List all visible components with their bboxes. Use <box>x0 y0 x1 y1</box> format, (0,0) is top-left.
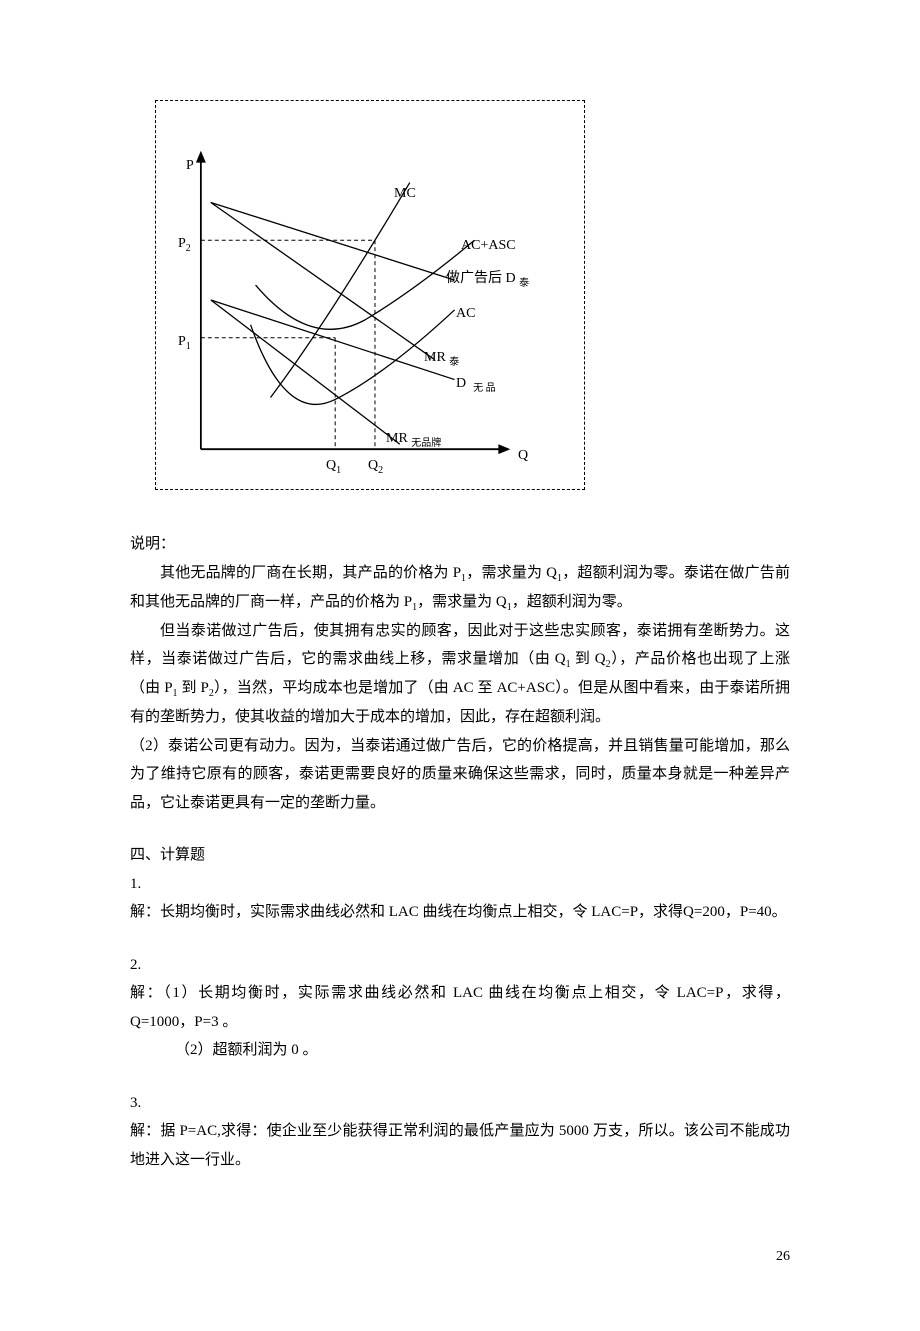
paragraph-3: （2）泰诺公司更有动力。因为，当泰诺通过做广告后，它的价格提高，并且销售量可能增… <box>130 732 790 818</box>
d-tai-label: 做广告后 D 泰 <box>446 266 529 293</box>
intro-label: 说明： <box>130 530 790 559</box>
p2-tick: P2 <box>178 231 191 258</box>
q1-tick: Q1 <box>326 453 341 480</box>
p1-tick: P1 <box>178 329 191 356</box>
axis-label-q: Q <box>518 443 528 470</box>
ac-asc-label: AC+ASC <box>461 233 516 260</box>
mr-wu-label: MR 无品牌 <box>386 426 441 453</box>
q3-number: 3. <box>130 1089 790 1118</box>
q2-tick: Q2 <box>368 453 383 480</box>
mr-tai-label: MR 泰 <box>424 345 459 372</box>
q2-answer-2: （2）超额利润为 0 。 <box>130 1036 790 1065</box>
section-4-heading: 四、计算题 <box>130 841 790 870</box>
q1-answer: 解：长期均衡时，实际需求曲线必然和 LAC 曲线在均衡点上相交，令 LAC=P，… <box>130 898 790 927</box>
page-number: 26 <box>130 1244 790 1271</box>
q1-number: 1. <box>130 870 790 899</box>
document-page: P Q P2 P1 Q1 Q2 MC AC+ASC 做广告后 D 泰 AC MR… <box>0 0 920 1331</box>
q2-answer-1: 解：（1）长期均衡时，实际需求曲线必然和 LAC 曲线在均衡点上相交，令 LAC… <box>130 979 790 1036</box>
economics-chart: P Q P2 P1 Q1 Q2 MC AC+ASC 做广告后 D 泰 AC MR… <box>155 100 585 490</box>
chart-svg <box>156 101 584 489</box>
d-wu-label: D 无 品 <box>456 371 496 398</box>
q2-number: 2. <box>130 951 790 980</box>
paragraph-2: 但当泰诺做过广告后，使其拥有忠实的顾客，因此对于这些忠实顾客，泰诺拥有垄断势力。… <box>130 617 790 732</box>
paragraph-1: 其他无品牌的厂商在长期，其产品的价格为 P1，需求量为 Q1，超额利润为零。泰诺… <box>130 559 790 617</box>
ac-label: AC <box>456 301 475 328</box>
q3-answer: 解：据 P=AC,求得：使企业至少能获得正常利润的最低产量应为 5000 万支，… <box>130 1117 790 1174</box>
mc-label: MC <box>394 181 416 208</box>
axis-label-p: P <box>186 153 194 180</box>
